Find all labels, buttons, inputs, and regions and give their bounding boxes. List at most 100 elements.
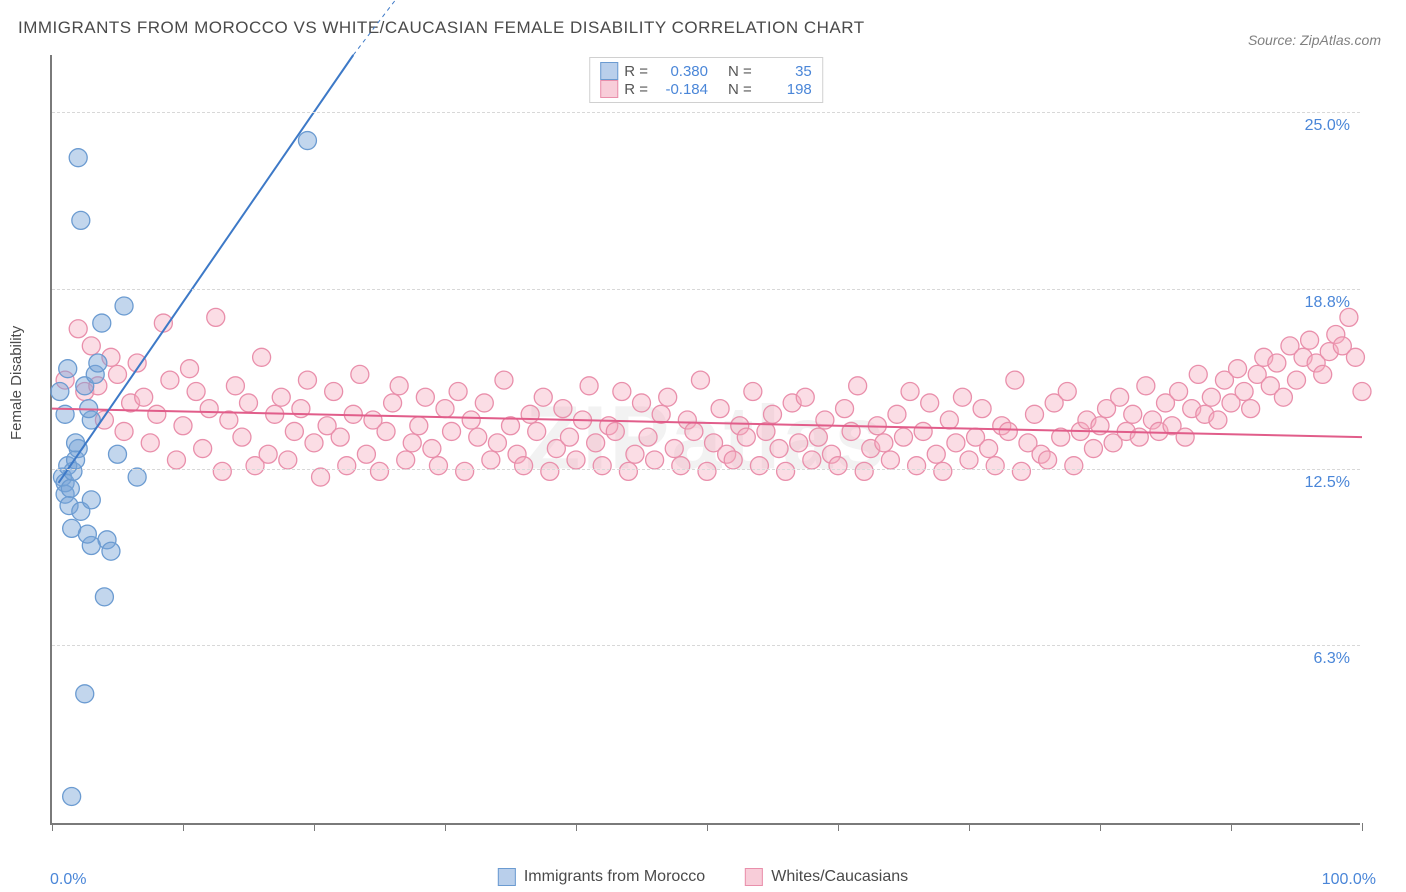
data-point (82, 337, 100, 355)
data-point (593, 457, 611, 475)
data-point (351, 365, 369, 383)
data-point (1170, 383, 1188, 401)
data-point (947, 434, 965, 452)
data-point (1124, 405, 1142, 423)
correlation-legend: R = 0.380 N = 35 R = -0.184 N = 198 (589, 57, 823, 103)
data-point (462, 411, 480, 429)
data-point (436, 400, 454, 418)
data-point (63, 787, 81, 805)
data-point (95, 588, 113, 606)
source-attribution: Source: ZipAtlas.com (1248, 32, 1381, 48)
data-point (908, 457, 926, 475)
data-point (606, 422, 624, 440)
data-point (665, 440, 683, 458)
data-point (187, 383, 205, 401)
data-point (338, 457, 356, 475)
chart-title: IMMIGRANTS FROM MOROCCO VS WHITE/CAUCASI… (18, 18, 865, 38)
series-legend-item-a: Immigrants from Morocco (498, 868, 705, 886)
data-point (1176, 428, 1194, 446)
data-point (115, 422, 133, 440)
data-point (1288, 371, 1306, 389)
data-point (1084, 440, 1102, 458)
data-point (475, 394, 493, 412)
data-point (272, 388, 290, 406)
data-point (619, 462, 637, 480)
x-tick (576, 823, 577, 831)
r-label: R = (624, 81, 648, 98)
plot-area: ZIPatlas R = 0.380 N = 35 R = -0.184 N =… (50, 55, 1360, 825)
data-point (61, 479, 79, 497)
correlation-legend-row-b: R = -0.184 N = 198 (600, 80, 812, 98)
data-point (410, 417, 428, 435)
data-point (541, 462, 559, 480)
data-point (639, 428, 657, 446)
data-point (836, 400, 854, 418)
legend-swatch-a-icon (498, 868, 516, 886)
data-point (980, 440, 998, 458)
legend-swatch-a (600, 62, 618, 80)
data-point (102, 542, 120, 560)
data-point (76, 685, 94, 703)
data-point (377, 422, 395, 440)
data-point (200, 400, 218, 418)
data-point (213, 462, 231, 480)
data-point (443, 422, 461, 440)
n-label: N = (728, 63, 752, 80)
data-point (973, 400, 991, 418)
data-point (1202, 388, 1220, 406)
data-point (174, 417, 192, 435)
y-axis-label: Female Disability (8, 326, 25, 440)
data-point (1026, 405, 1044, 423)
data-point (93, 314, 111, 332)
data-point (469, 428, 487, 446)
data-point (51, 383, 69, 401)
data-point (829, 457, 847, 475)
data-point (652, 405, 670, 423)
data-point (1012, 462, 1030, 480)
data-point (849, 377, 867, 395)
x-tick (314, 823, 315, 831)
data-point (534, 388, 552, 406)
data-point (934, 462, 952, 480)
data-point (750, 457, 768, 475)
data-point (416, 388, 434, 406)
x-tick (183, 823, 184, 831)
data-point (1229, 360, 1247, 378)
data-point (423, 440, 441, 458)
correlation-legend-row-a: R = 0.380 N = 35 (600, 62, 812, 80)
data-point (325, 383, 343, 401)
n-value-a: 35 (758, 63, 812, 80)
data-point (109, 445, 127, 463)
x-tick (1100, 823, 1101, 831)
data-point (901, 383, 919, 401)
data-point (148, 405, 166, 423)
data-point (777, 462, 795, 480)
n-value-b: 198 (758, 81, 812, 98)
data-point (1137, 377, 1155, 395)
data-point (167, 451, 185, 469)
n-label: N = (728, 81, 752, 98)
data-point (770, 440, 788, 458)
series-a-name: Immigrants from Morocco (524, 868, 705, 886)
data-point (914, 422, 932, 440)
y-tick-label: 25.0% (1305, 117, 1350, 135)
data-point (796, 388, 814, 406)
gridline-h (52, 645, 1360, 646)
x-tick (1362, 823, 1363, 831)
data-point (253, 348, 271, 366)
gridline-h (52, 112, 1360, 113)
data-point (488, 434, 506, 452)
data-point (482, 451, 500, 469)
data-point (554, 400, 572, 418)
data-point (1301, 331, 1319, 349)
data-point (1314, 365, 1332, 383)
data-point (521, 405, 539, 423)
data-point (927, 445, 945, 463)
data-point (744, 383, 762, 401)
data-point (135, 388, 153, 406)
data-point (82, 491, 100, 509)
data-point (1242, 400, 1260, 418)
x-axis-max-label: 100.0% (1322, 871, 1376, 889)
data-point (331, 428, 349, 446)
r-label: R = (624, 63, 648, 80)
